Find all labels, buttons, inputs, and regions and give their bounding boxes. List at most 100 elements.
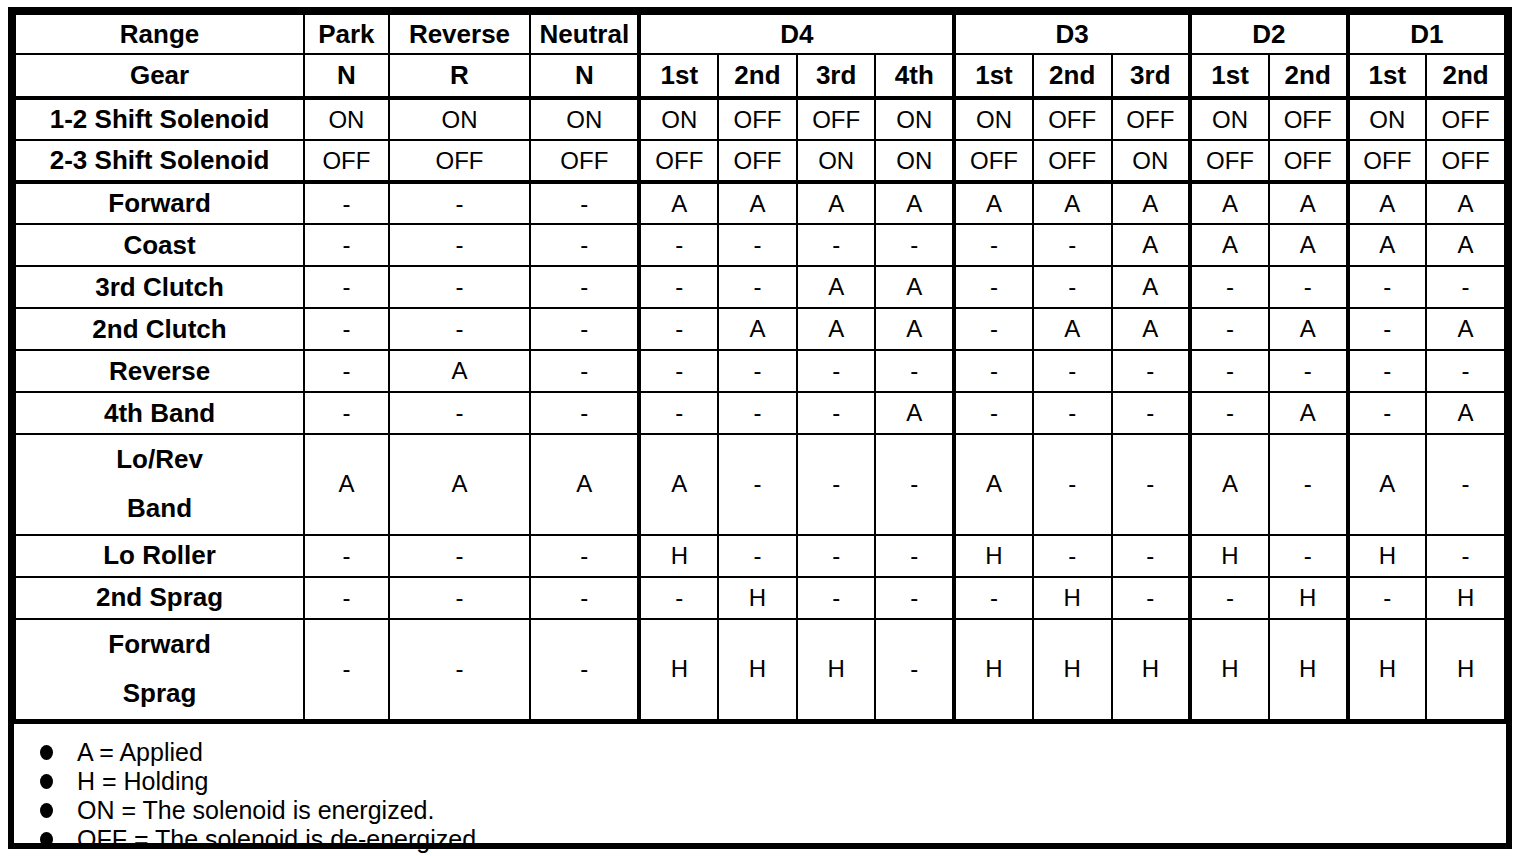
cell-1-2-shift-solenoid-8: OFF: [1033, 98, 1112, 140]
cell-2nd-sprag-11: H: [1269, 577, 1348, 619]
table-row-forward-sprag: Forward Sprag---HHH-HHHHHHH: [15, 619, 1505, 720]
gear-header-d4-1st: 1st: [639, 54, 718, 98]
cell-coast-12: A: [1348, 224, 1427, 266]
cell-3rd-clutch-6: A: [875, 266, 954, 308]
cell-2nd-clutch-0: -: [304, 308, 389, 350]
cell-forward-7: A: [954, 182, 1033, 224]
cell-4th-band-13: A: [1426, 392, 1505, 434]
cell-reverse-3: -: [639, 350, 718, 392]
cell-reverse-1: A: [389, 350, 531, 392]
cell-2-3-shift-solenoid-11: OFF: [1269, 140, 1348, 182]
cell-2-3-shift-solenoid-9: ON: [1112, 140, 1191, 182]
range-group-d1: D1: [1348, 14, 1505, 54]
bullet-icon: [40, 745, 53, 760]
cell-lo-roller-2: -: [530, 535, 639, 577]
legend-text: ON = The solenoid is energized.: [77, 796, 434, 825]
table-row-3rd-clutch: 3rd Clutch-----AA--A----: [15, 266, 1505, 308]
cell-lo-rev-band-9: -: [1112, 434, 1191, 535]
cell-lo-rev-band-0: A: [304, 434, 389, 535]
cell-2nd-sprag-2: -: [530, 577, 639, 619]
range-group-d3: D3: [954, 14, 1190, 54]
cell-coast-9: A: [1112, 224, 1191, 266]
cell-lo-roller-4: -: [718, 535, 797, 577]
application-chart-sheet: RangeParkReverseNeutralD4D3D2D1GearNRN1s…: [8, 7, 1512, 849]
cell-reverse-5: -: [797, 350, 876, 392]
cell-2nd-clutch-3: -: [639, 308, 718, 350]
cell-2nd-clutch-6: A: [875, 308, 954, 350]
cell-lo-rev-band-13: -: [1426, 434, 1505, 535]
gear-header-d3-1st: 1st: [954, 54, 1033, 98]
cell-lo-rev-band-12: A: [1348, 434, 1427, 535]
range-header-row: RangeParkReverseNeutralD4D3D2D1: [15, 14, 1505, 54]
cell-reverse-2: -: [530, 350, 639, 392]
row-label-forward-sprag: Forward Sprag: [15, 619, 304, 720]
cell-2nd-sprag-12: -: [1348, 577, 1427, 619]
cell-2nd-clutch-9: A: [1112, 308, 1191, 350]
cell-2-3-shift-solenoid-2: OFF: [530, 140, 639, 182]
cell-2nd-sprag-0: -: [304, 577, 389, 619]
cell-coast-11: A: [1269, 224, 1348, 266]
cell-reverse-7: -: [954, 350, 1033, 392]
cell-reverse-0: -: [304, 350, 389, 392]
table-header: RangeParkReverseNeutralD4D3D2D1GearNRN1s…: [15, 14, 1505, 98]
cell-2nd-sprag-9: -: [1112, 577, 1191, 619]
cell-coast-4: -: [718, 224, 797, 266]
cell-4th-band-1: -: [389, 392, 531, 434]
cell-2nd-clutch-1: -: [389, 308, 531, 350]
cell-lo-roller-6: -: [875, 535, 954, 577]
row-label-2-3-shift-solenoid: 2-3 Shift Solenoid: [15, 140, 304, 182]
cell-coast-10: A: [1190, 224, 1269, 266]
cell-forward-9: A: [1112, 182, 1191, 224]
cell-3rd-clutch-8: -: [1033, 266, 1112, 308]
cell-1-2-shift-solenoid-7: ON: [954, 98, 1033, 140]
row-label-coast: Coast: [15, 224, 304, 266]
cell-lo-rev-band-8: -: [1033, 434, 1112, 535]
cell-2-3-shift-solenoid-5: ON: [797, 140, 876, 182]
cell-2nd-sprag-4: H: [718, 577, 797, 619]
cell-4th-band-0: -: [304, 392, 389, 434]
cell-2nd-clutch-8: A: [1033, 308, 1112, 350]
cell-coast-0: -: [304, 224, 389, 266]
cell-forward-sprag-9: H: [1112, 619, 1191, 720]
table-row-4th-band: 4th Band------A----A-A: [15, 392, 1505, 434]
table-row-coast: Coast---------AAAAA: [15, 224, 1505, 266]
cell-lo-rev-band-5: -: [797, 434, 876, 535]
cell-3rd-clutch-1: -: [389, 266, 531, 308]
cell-2nd-sprag-6: -: [875, 577, 954, 619]
cell-forward-sprag-10: H: [1190, 619, 1269, 720]
cell-forward-sprag-6: -: [875, 619, 954, 720]
row-label-4th-band: 4th Band: [15, 392, 304, 434]
cell-4th-band-2: -: [530, 392, 639, 434]
gear-header-d4-4th: 4th: [875, 54, 954, 98]
cell-coast-6: -: [875, 224, 954, 266]
table-row-2-3-shift-solenoid: 2-3 Shift SolenoidOFFOFFOFFOFFOFFONONOFF…: [15, 140, 1505, 182]
cell-forward-8: A: [1033, 182, 1112, 224]
cell-1-2-shift-solenoid-12: ON: [1348, 98, 1427, 140]
cell-2nd-clutch-7: -: [954, 308, 1033, 350]
cell-2-3-shift-solenoid-12: OFF: [1348, 140, 1427, 182]
cell-forward-sprag-8: H: [1033, 619, 1112, 720]
cell-lo-roller-10: H: [1190, 535, 1269, 577]
legend-text: OFF = The solenoid is de-energized: [77, 825, 476, 854]
cell-lo-rev-band-1: A: [389, 434, 531, 535]
cell-forward-sprag-11: H: [1269, 619, 1348, 720]
cell-3rd-clutch-0: -: [304, 266, 389, 308]
cell-1-2-shift-solenoid-0: ON: [304, 98, 389, 140]
range-group-reverse: Reverse: [389, 14, 531, 54]
bullet-icon: [40, 803, 53, 818]
cell-lo-roller-3: H: [639, 535, 718, 577]
cell-2nd-clutch-4: A: [718, 308, 797, 350]
cell-4th-band-5: -: [797, 392, 876, 434]
cell-forward-4: A: [718, 182, 797, 224]
row-label-lo-rev-band: Lo/Rev Band: [15, 434, 304, 535]
table-row-2nd-clutch: 2nd Clutch----AAA-AA-A-A: [15, 308, 1505, 350]
gear-header-neutral-n: N: [530, 54, 639, 98]
cell-1-2-shift-solenoid-4: OFF: [718, 98, 797, 140]
cell-4th-band-10: -: [1190, 392, 1269, 434]
cell-3rd-clutch-11: -: [1269, 266, 1348, 308]
legend-text: H = Holding: [77, 767, 208, 796]
table-row-1-2-shift-solenoid: 1-2 Shift SolenoidONONONONOFFOFFONONOFFO…: [15, 98, 1505, 140]
cell-forward-11: A: [1269, 182, 1348, 224]
cell-forward-10: A: [1190, 182, 1269, 224]
cell-4th-band-3: -: [639, 392, 718, 434]
